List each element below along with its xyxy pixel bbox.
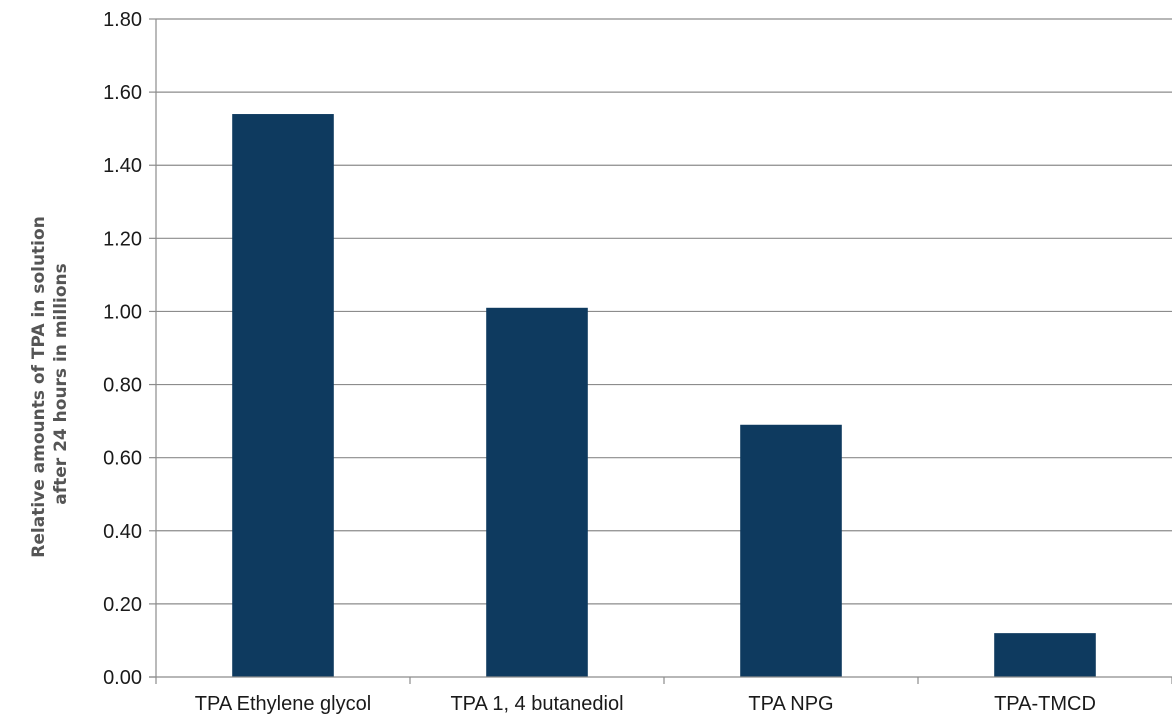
y-tick-labels: 0.00 0.20 0.40 0.60 0.80 1.00 1.20 1.40 1.60 1.80 bbox=[103, 9, 142, 689]
y-tick-label: 1.40 bbox=[103, 155, 142, 177]
y-tick-label: 0.00 bbox=[103, 667, 142, 689]
y-axis-title-line-1: Relative amounts of TPA in solution bbox=[29, 216, 49, 558]
bars bbox=[232, 114, 1096, 678]
y-tick-label: 1.80 bbox=[103, 9, 142, 31]
x-tick-label: TPA-TMCD bbox=[994, 693, 1096, 715]
y-axis-title: Relative amounts of TPA in solution afte… bbox=[29, 210, 71, 557]
y-tick-label: 1.60 bbox=[103, 82, 142, 104]
x-tick-label: TPA NPG bbox=[748, 693, 833, 715]
bar bbox=[994, 633, 1096, 677]
x-tick-label: TPA 1, 4 butanediol bbox=[450, 693, 623, 715]
x-tick-label: TPA Ethylene glycol bbox=[195, 693, 371, 715]
y-tick-label: 0.20 bbox=[103, 594, 142, 616]
bar bbox=[486, 307, 588, 677]
axes bbox=[149, 18, 1172, 684]
y-tick-label: 1.00 bbox=[103, 301, 142, 323]
y-tick-label: 0.80 bbox=[103, 375, 142, 397]
y-tick-label: 1.20 bbox=[103, 228, 142, 250]
y-tick-label: 0.60 bbox=[103, 448, 142, 470]
y-tick-label: 0.40 bbox=[103, 521, 142, 543]
bar bbox=[232, 114, 334, 678]
y-axis-title-line-2: after 24 hours in millions bbox=[51, 263, 71, 504]
x-tick-labels: TPA Ethylene glycol TPA 1, 4 butanediol TP… bbox=[195, 693, 1096, 715]
bar bbox=[740, 424, 842, 677]
